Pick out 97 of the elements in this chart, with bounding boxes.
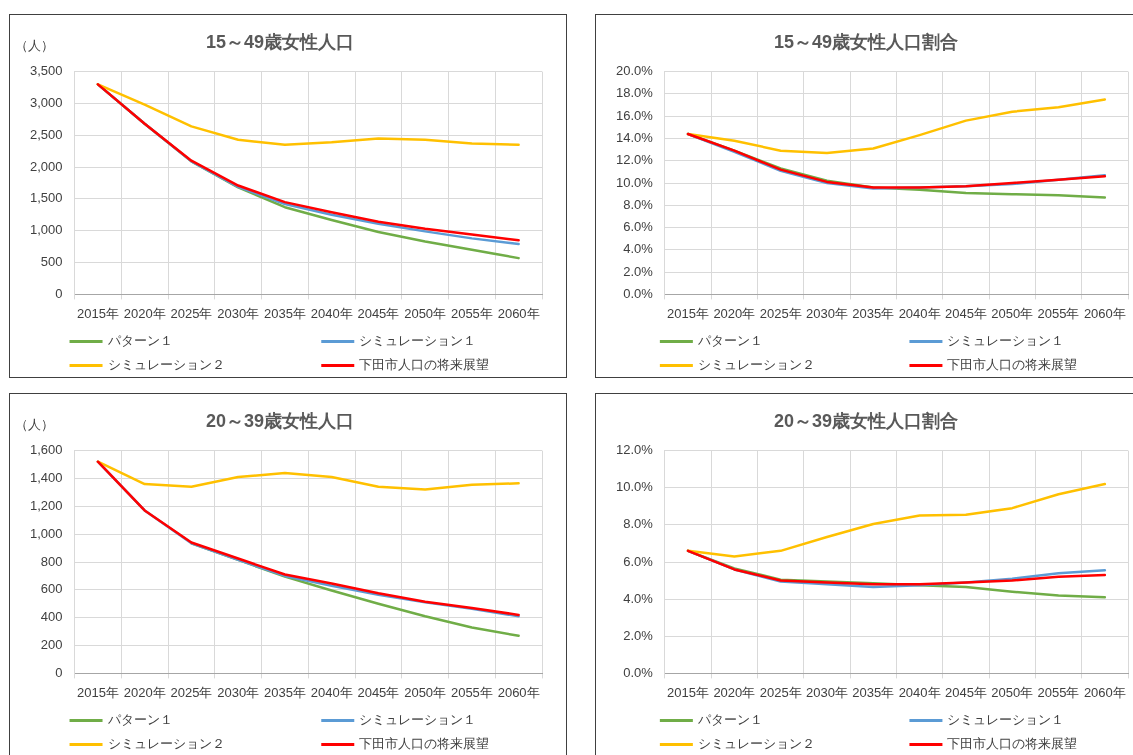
x-tick-label: 2035年 [263,305,306,321]
x-tick-label: 2060年 [1083,305,1126,321]
x-tick-label: 2020年 [123,684,166,700]
chart-title: 15～49歳女性人口割合 [773,31,959,52]
y-tick-label: 6.0% [623,553,654,569]
legend-label: シミュレーション２ [107,356,225,372]
y-axis-title: （人） [15,417,54,433]
chart-title: 15～49歳女性人口 [205,31,355,52]
y-tick-label: 10.0% [615,479,654,495]
x-tick-label: 2025年 [759,305,802,321]
y-tick-label: 6.0% [623,219,654,235]
y-tick-label: 500 [40,254,63,270]
y-tick-label: 0.0% [623,664,654,680]
y-tick-label: 14.0% [615,130,654,146]
x-tick-label: 2015年 [667,684,709,700]
y-tick-label: 0 [55,664,63,680]
x-tick-label: 2020年 [123,305,166,321]
legend-label: パターン１ [696,332,763,348]
x-tick-label: 2050年 [991,305,1034,321]
y-tick-label: 1,200 [29,497,63,513]
y-tick-label: 400 [40,609,63,625]
y-tick-label: 1,000 [29,222,63,238]
y-tick-label: 1,600 [29,442,63,458]
y-tick-label: 2.0% [623,627,654,643]
x-tick-label: 2055年 [1037,305,1080,321]
y-tick-label: 16.0% [615,107,654,123]
x-tick-label: 2040年 [898,305,941,321]
legend-label: パターン１ [106,711,173,727]
x-tick-label: 2060年 [497,684,540,700]
y-tick-label: 4.0% [623,590,654,606]
x-tick-label: 2050年 [991,684,1034,700]
x-tick-label: 2045年 [944,305,987,321]
y-tick-label: 3,500 [29,63,63,79]
x-tick-label: 2015年 [76,684,119,700]
x-tick-label: 2045年 [944,684,987,700]
legend-label: 下田市人口の将来展望 [947,356,1078,372]
x-tick-label: 2055年 [1037,684,1080,700]
chart-title: 20～39歳女性人口 [205,410,355,431]
x-tick-label: 2045年 [357,684,400,700]
legend-label: シミュレーション１ [947,711,1065,727]
legend-label: パターン１ [696,711,763,727]
x-tick-label: 2040年 [310,684,353,700]
y-tick-label: 18.0% [615,85,654,101]
x-tick-label: 2045年 [357,305,400,321]
legend-label: 下田市人口の将来展望 [947,735,1078,751]
x-tick-label: 2060年 [1083,684,1126,700]
x-tick-label: 2040年 [898,684,941,700]
y-tick-label: 2,500 [29,126,63,142]
x-tick-label: 2015年 [76,305,119,321]
x-tick-label: 2020年 [713,305,756,321]
y-axis-title: （人） [15,38,54,54]
legend-label: 下田市人口の将来展望 [359,735,490,751]
x-tick-label: 2050年 [404,684,447,700]
y-tick-label: 8.0% [623,516,654,532]
x-tick-label: 2030年 [806,305,848,321]
x-tick-label: 2050年 [404,305,447,321]
legend-label: 下田市人口の将来展望 [359,356,490,372]
x-tick-label: 2060年 [497,305,540,321]
legend-label: シミュレーション１ [359,332,477,348]
y-tick-label: 1,400 [29,470,63,486]
y-tick-label: 8.0% [623,196,654,212]
legend-label: シミュレーション１ [359,711,477,727]
y-tick-label: 12.0% [615,152,654,168]
x-tick-label: 2030年 [806,684,848,700]
legend-label: シミュレーション２ [107,735,225,751]
x-tick-label: 2055年 [450,305,493,321]
x-tick-label: 2035年 [263,684,306,700]
x-tick-label: 2020年 [713,684,756,700]
y-tick-label: 2.0% [623,263,654,279]
legend-label: シミュレーション１ [947,332,1065,348]
y-tick-label: 0 [55,285,63,301]
y-tick-label: 600 [40,581,63,597]
y-tick-label: 3,000 [29,95,63,111]
x-tick-label: 2055年 [450,684,493,700]
legend-label: シミュレーション２ [697,735,815,751]
y-tick-label: 0.0% [623,285,654,301]
x-tick-label: 2015年 [667,305,709,321]
y-tick-label: 10.0% [615,174,654,190]
x-tick-label: 2030年 [217,305,260,321]
legend-label: シミュレーション２ [697,356,815,372]
x-tick-label: 2030年 [217,684,260,700]
y-tick-label: 12.0% [615,442,654,458]
y-tick-label: 800 [40,553,63,569]
x-tick-label: 2035年 [852,305,895,321]
y-tick-label: 4.0% [623,241,654,257]
legend-label: パターン１ [106,332,173,348]
x-tick-label: 2035年 [852,684,895,700]
x-tick-label: 2025年 [170,684,213,700]
y-tick-label: 200 [40,637,63,653]
y-tick-label: 20.0% [615,63,654,79]
chart-title: 20～39歳女性人口割合 [773,410,959,431]
x-tick-label: 2025年 [759,684,802,700]
x-tick-label: 2040年 [310,305,353,321]
y-tick-label: 1,500 [29,190,63,206]
x-tick-label: 2025年 [170,305,213,321]
y-tick-label: 2,000 [29,158,63,174]
y-tick-label: 1,000 [29,525,63,541]
